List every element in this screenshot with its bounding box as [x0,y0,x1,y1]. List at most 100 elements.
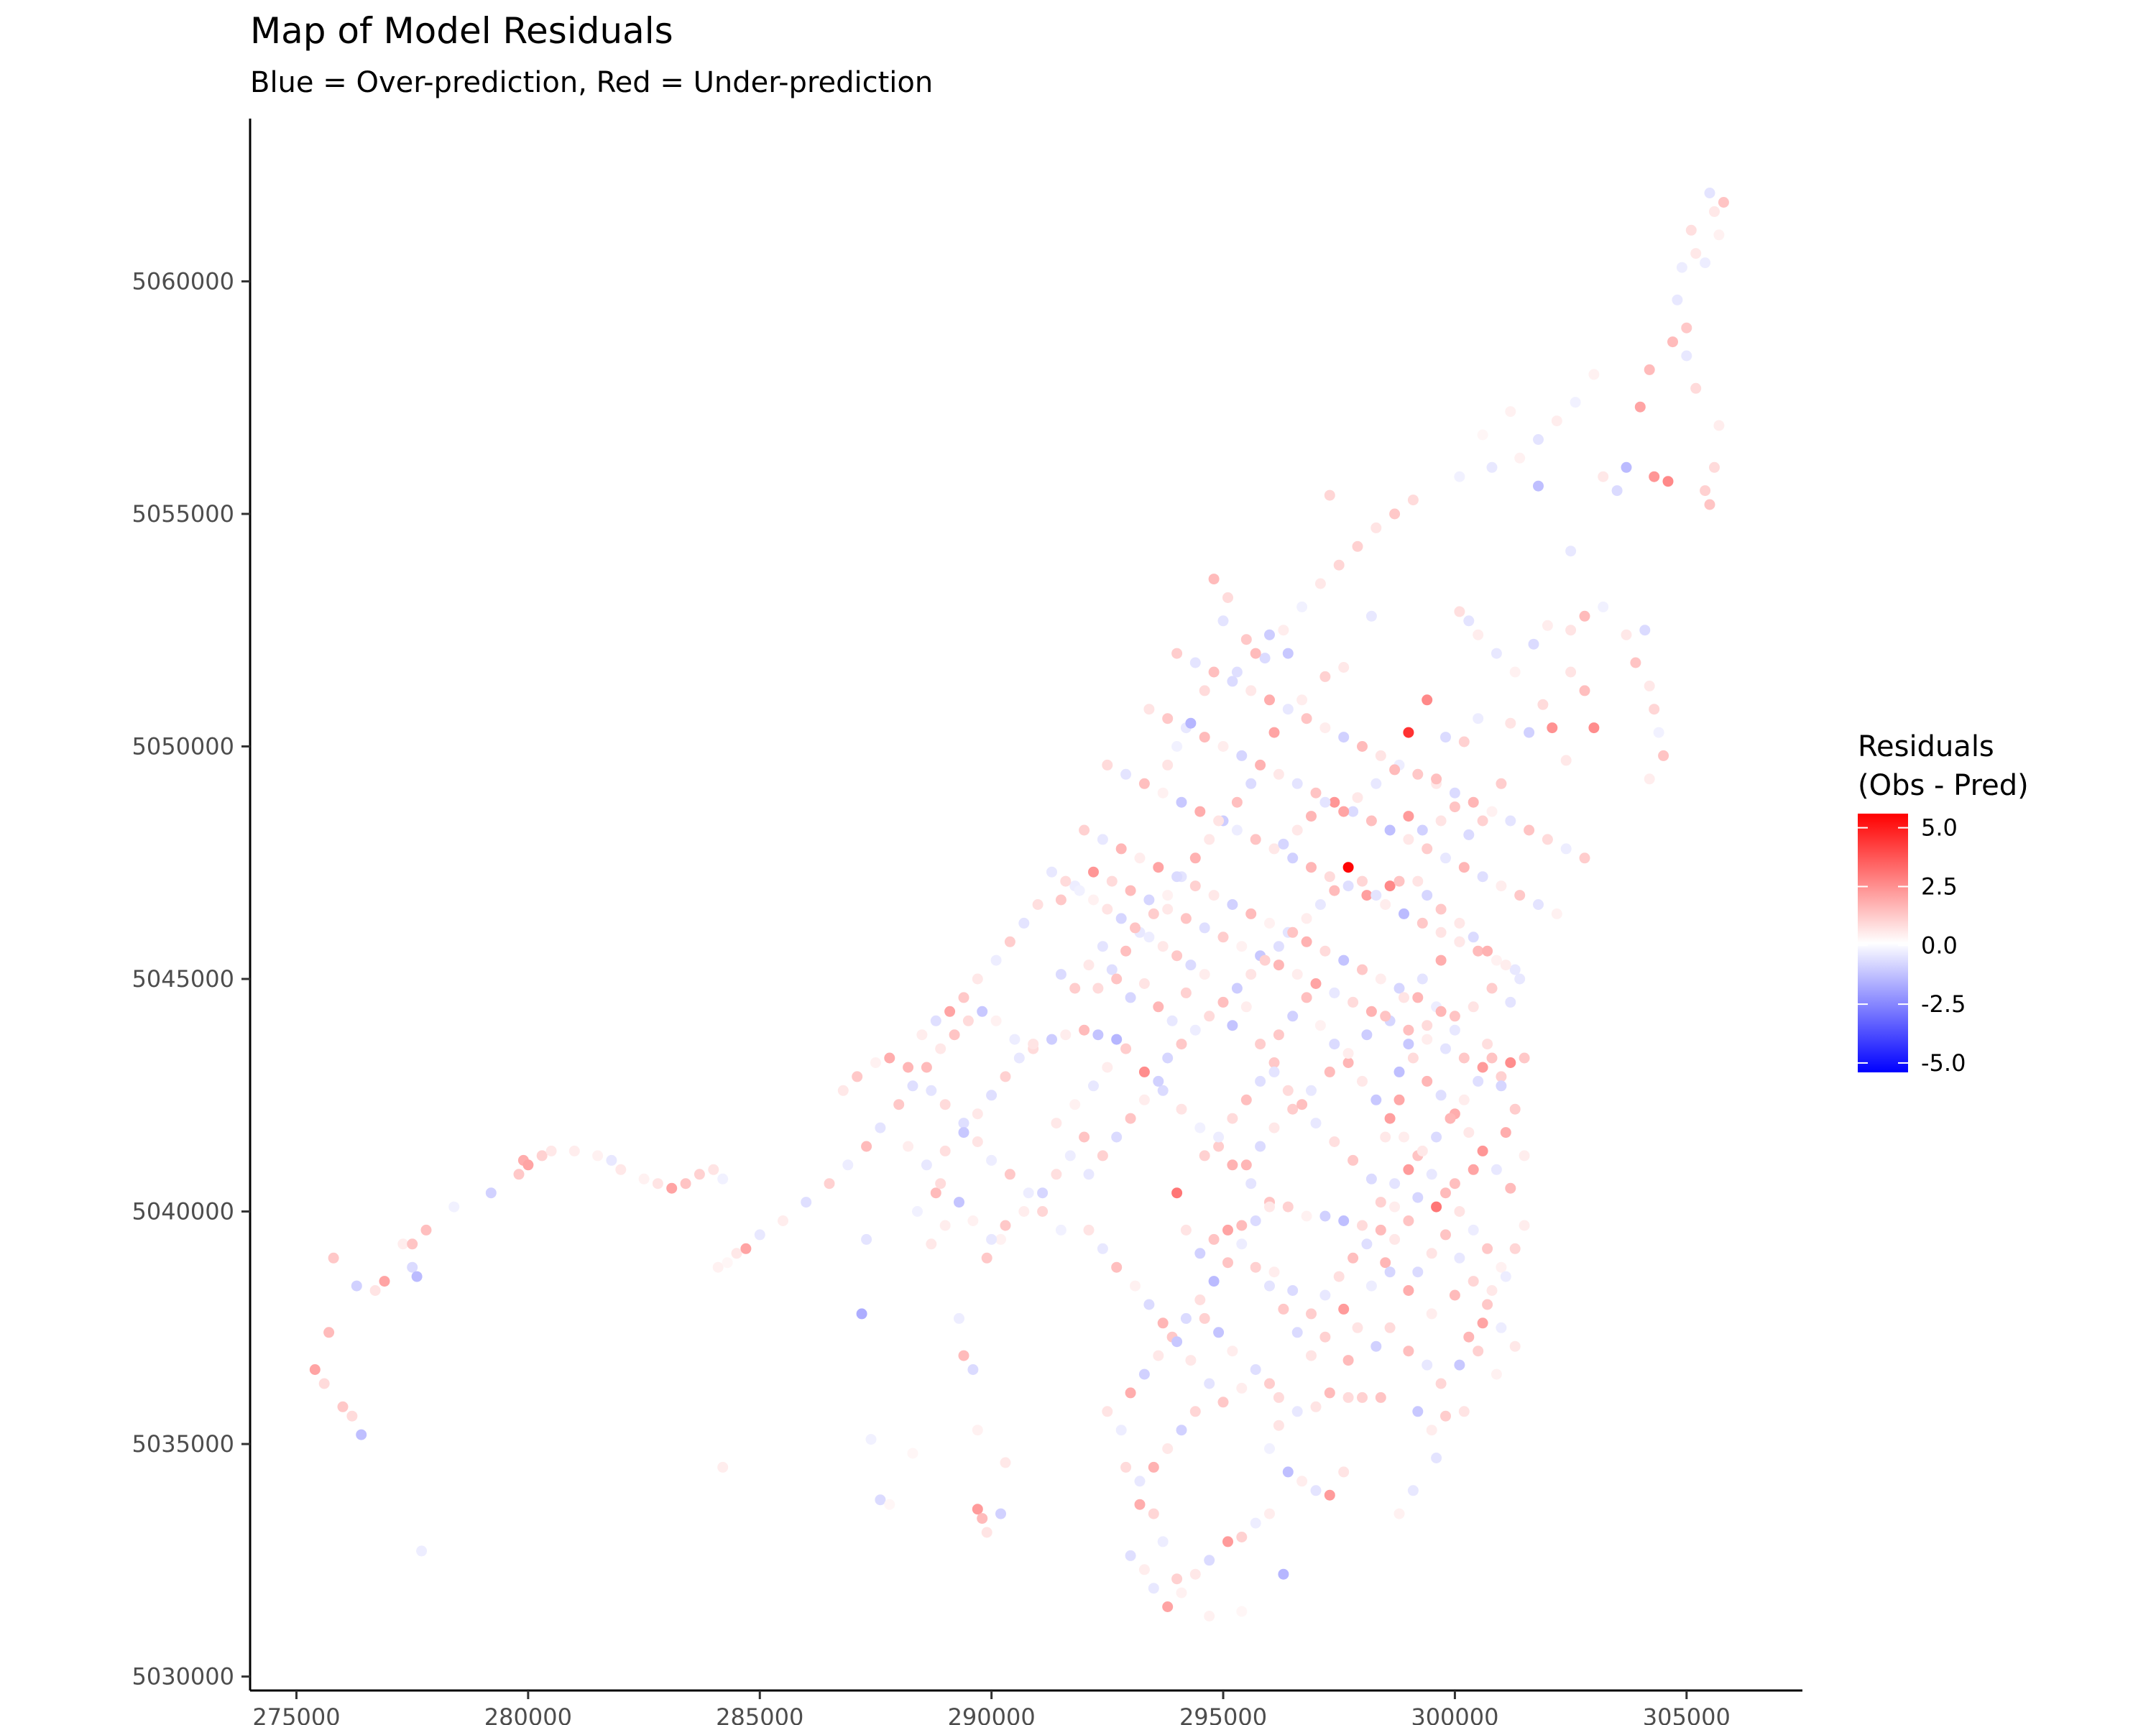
data-point [1264,694,1275,706]
data-point [1250,648,1261,659]
data-point [1505,1182,1516,1194]
data-point [1440,1187,1451,1199]
data-point [1449,787,1460,799]
data-point [1389,1201,1401,1213]
data-point [1477,1145,1488,1156]
y-tick-label: 5055000 [132,500,234,528]
data-point [1125,1387,1136,1399]
data-point [1639,625,1651,636]
data-point [1231,666,1243,678]
data-point [1264,1280,1275,1292]
data-point [1097,1243,1108,1254]
data-point [1375,1197,1386,1208]
data-point [1365,1006,1377,1017]
data-point [1491,954,1502,966]
data-point [958,1118,969,1129]
data-point [407,1261,418,1273]
data-point [954,1312,964,1324]
data-point [1171,871,1183,883]
data-point [1348,996,1359,1008]
data-point [1268,1066,1280,1077]
data-point [1477,1317,1488,1329]
data-point [1046,866,1057,878]
data-point [1416,917,1428,929]
y-axis-ticks: 5030000 5035000 5040000 5045000 5050000 50550… [132,267,250,1690]
data-point [1598,471,1609,482]
data-point [1004,1169,1015,1180]
data-point [1338,1466,1350,1478]
data-point [1287,1103,1299,1115]
data-point [754,1229,765,1241]
data-point [1375,1392,1386,1403]
data-point [1365,1173,1377,1184]
data-point [1227,1346,1238,1357]
data-point [1458,736,1470,748]
data-point [1422,1020,1433,1031]
data-point [1319,1289,1331,1301]
data-point [1403,1215,1414,1226]
data-point [1667,336,1678,348]
data-point [1454,471,1465,482]
data-point [995,1508,1006,1519]
data-point [1115,843,1127,855]
data-point [977,1006,988,1017]
data-point [1653,727,1664,738]
data-point [1449,1178,1460,1190]
data-point [1102,1406,1113,1417]
data-point [1255,1141,1266,1152]
data-point [1264,1443,1275,1454]
data-point [1064,1150,1076,1162]
data-point [1598,601,1609,612]
data-point [1700,485,1711,497]
data-point [1273,1029,1284,1041]
data-point [1380,1011,1391,1022]
data-point [1273,1420,1284,1431]
data-point [1106,964,1118,975]
data-point [1227,1159,1238,1171]
data-point [397,1238,409,1250]
data-point [1440,1043,1451,1054]
data-point [1157,1085,1169,1096]
data-point [1245,969,1257,980]
data-point [884,1052,895,1064]
data-point [1051,1118,1062,1129]
data-point [1533,899,1544,910]
data-point [1547,722,1558,734]
data-point [1180,913,1192,924]
data-point [1189,657,1201,668]
y-tick-label: 5040000 [132,1198,234,1225]
data-point [1352,540,1363,552]
data-point [1435,1378,1447,1389]
data-point [1176,1103,1187,1115]
data-point [356,1429,367,1440]
data-point [1217,932,1229,943]
data-point [1449,801,1460,813]
data-point [1310,978,1322,989]
data-point [986,1090,998,1101]
data-point [1199,685,1210,696]
data-point [1338,732,1350,743]
data-point [1102,903,1113,915]
data-point [1000,1071,1011,1082]
data-point [1422,1359,1433,1371]
data-point [1389,508,1401,520]
data-point [1213,1327,1225,1338]
data-point [921,1062,932,1073]
data-point [1482,945,1493,957]
x-tick-label: 280000 [484,1703,572,1725]
data-point [1079,1024,1090,1036]
data-point [1496,1261,1507,1273]
data-point [1240,634,1252,645]
data-point [1268,1266,1280,1278]
data-point [1662,476,1674,487]
data-point [1690,248,1702,259]
data-point [1231,983,1243,994]
data-point [1028,1039,1039,1050]
data-point [1004,936,1015,947]
data-point [875,1494,886,1506]
data-point [1268,1057,1280,1068]
data-point [652,1178,663,1190]
data-point [1222,1536,1233,1547]
data-point [1287,1285,1299,1296]
data-point [1204,1555,1215,1566]
